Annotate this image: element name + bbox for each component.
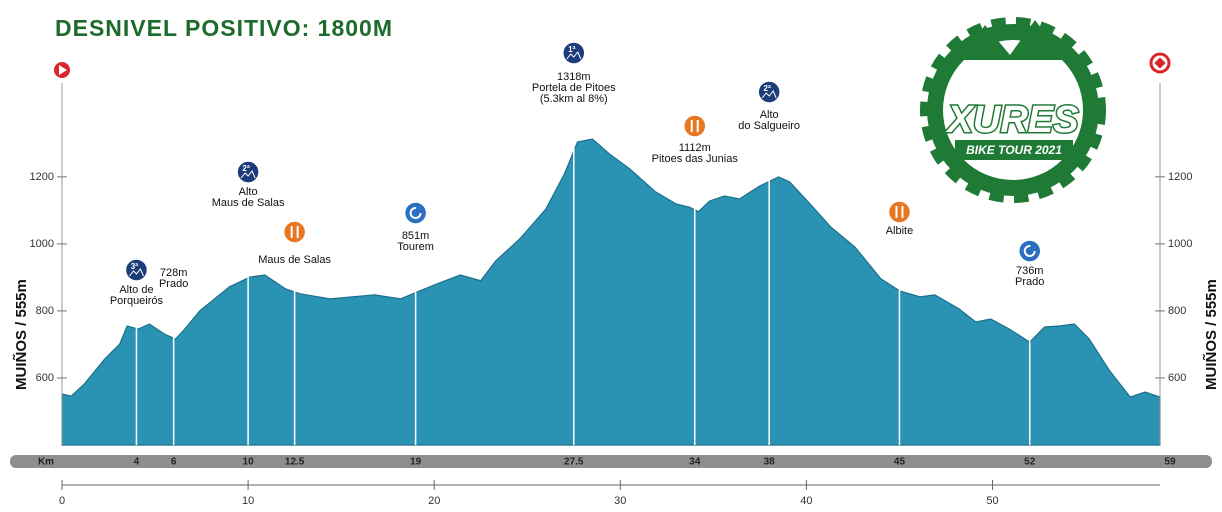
logo-band <box>955 140 1073 160</box>
y-tick-label: 600 <box>1168 372 1186 384</box>
elevation-area <box>61 138 1161 446</box>
km-marker: 34 <box>689 457 701 468</box>
waypoint-label: Alto de <box>119 284 153 296</box>
x-tick-label: 30 <box>614 495 626 507</box>
waypoint-label: Tourem <box>397 241 434 253</box>
km-track <box>10 455 1212 468</box>
km-marker: 52 <box>1024 457 1036 468</box>
waypoint-label: (5.3km al 8%) <box>540 93 608 105</box>
waypoint-icon <box>887 200 912 224</box>
km-marker: 19 <box>410 457 422 468</box>
waypoint-icon <box>124 258 149 282</box>
waypoint-icon-cutlery <box>895 206 904 218</box>
km-marker: 45 <box>894 457 906 468</box>
waypoint-icon <box>682 114 707 138</box>
waypoint-icon-cutlery <box>690 120 699 132</box>
waypoint-icon <box>1017 239 1042 263</box>
km-marker: 6 <box>171 457 177 468</box>
km-label: Km <box>38 457 54 468</box>
waypoint-icon-label: 2ª <box>763 84 770 93</box>
y-tick-label: 1000 <box>1168 238 1192 250</box>
waypoint-icon-mountain <box>761 90 777 99</box>
waypoint-label: Alto <box>239 186 258 198</box>
waypoint-icon <box>236 160 260 184</box>
waypoint-label: Alto <box>760 109 779 121</box>
waypoint-icon-cycle <box>409 207 422 219</box>
y-tick-label: 800 <box>1168 305 1186 317</box>
finish-check <box>1154 57 1166 69</box>
km-marker: 27.5 <box>564 457 584 468</box>
waypoint-label: Prado <box>1015 276 1044 288</box>
waypoint-icon <box>757 80 781 104</box>
y-tick-label: 600 <box>36 372 54 384</box>
waypoint-label: Albite <box>886 225 914 237</box>
waypoint-icon-mountain <box>129 268 144 277</box>
waypoint-icon <box>562 41 586 65</box>
waypoint-icon-mountain <box>240 170 256 179</box>
x-tick-label: 20 <box>428 495 440 507</box>
waypoint-icon-label: 1ª <box>568 45 575 54</box>
y-axis-label-right: MUIÑOS / 555m <box>1202 279 1220 390</box>
waypoint-label: Portela de Pitoes <box>532 82 616 94</box>
chart-title: DESNIVEL POSITIVO: 1800M <box>55 15 393 41</box>
waypoint-icon-label: 3ª <box>131 262 138 271</box>
logo-name: XURES <box>946 99 1079 141</box>
waypoint-label: 736m <box>1016 265 1044 277</box>
waypoint-label: Pitoes das Junias <box>652 153 739 165</box>
waypoint-icon-label: 2ª <box>242 164 249 173</box>
km-marker: 38 <box>764 457 776 468</box>
km-marker: 4 <box>134 457 140 468</box>
waypoint-label: 1318m <box>557 71 591 83</box>
start-arrow <box>59 65 67 75</box>
waypoint-icon-mountain <box>566 51 582 60</box>
waypoint-label: Maus de Salas <box>258 254 331 266</box>
km-marker: 12.5 <box>285 457 305 468</box>
y-tick-label: 800 <box>36 305 54 317</box>
finish-km: 59 <box>1164 457 1176 468</box>
y-tick-label: 1200 <box>30 171 54 183</box>
waypoint-label: 1112m <box>679 142 711 154</box>
waypoint-label: Porqueirós <box>110 295 164 307</box>
km-marker: 10 <box>243 457 255 468</box>
waypoint-icon-cycle <box>1023 245 1036 257</box>
waypoint-label: Maus de Salas <box>212 197 285 209</box>
x-tick-label: 10 <box>242 495 254 507</box>
y-tick-label: 1000 <box>30 238 54 250</box>
y-axis-label-left: MUIÑOS / 555m <box>12 279 30 390</box>
waypoint-icon-cutlery <box>290 226 299 238</box>
x-tick-label: 40 <box>800 495 812 507</box>
y-tick-label: 1200 <box>1168 171 1192 183</box>
logo-mountains <box>960 20 1065 60</box>
logo: XURES BIKE TOUR 2021 <box>920 17 1106 203</box>
waypoint-label: 851m <box>402 230 430 242</box>
waypoint-icon <box>282 220 307 244</box>
waypoint-icon <box>403 201 428 225</box>
logo-subtitle: BIKE TOUR 2021 <box>966 143 1062 157</box>
x-tick-label: 50 <box>986 495 998 507</box>
x-tick-label: 0 <box>59 495 65 507</box>
waypoint-label: 728m <box>160 267 188 279</box>
waypoint-label: do Salgueiro <box>738 120 800 132</box>
waypoint-label: Prado <box>159 278 188 290</box>
